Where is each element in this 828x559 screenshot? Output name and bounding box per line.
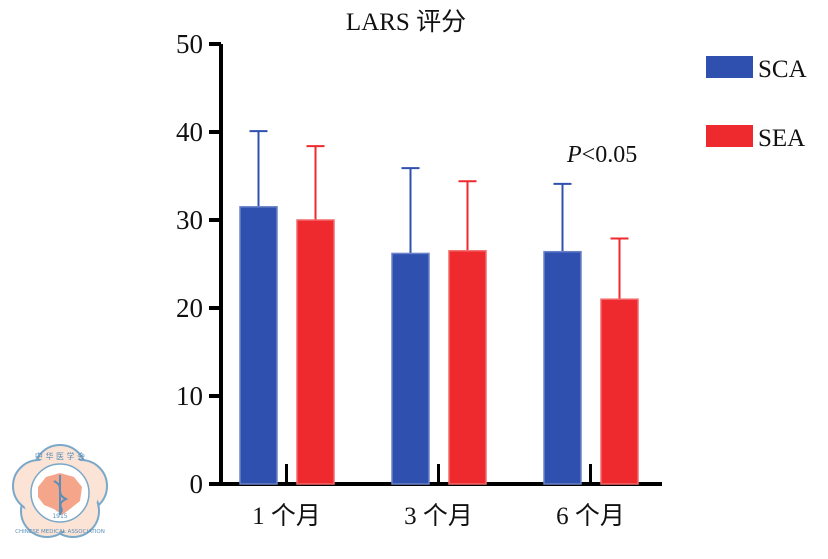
bar-sea xyxy=(296,219,335,485)
x-axis-ticks xyxy=(285,464,592,486)
y-tick-label: 50 xyxy=(176,29,203,59)
x-axis-labels: 1 个月 3 个月 6 个月 xyxy=(252,503,625,530)
y-tick-label: 40 xyxy=(176,117,203,147)
bar-series xyxy=(239,130,639,485)
y-tick-label: 30 xyxy=(176,205,203,235)
chart-title: LARS 评分 xyxy=(346,8,466,36)
logo-top-text: 中 华 医 学 会 xyxy=(35,451,85,461)
bar-sea xyxy=(448,250,487,485)
cma-logo: 中 华 医 学 会 1915 CHINESE MEDICAL ASSOCIATI… xyxy=(12,444,108,538)
logo-year: 1915 xyxy=(52,513,67,520)
bar-sca xyxy=(239,206,278,485)
logo-bottom-text: CHINESE MEDICAL ASSOCIATION xyxy=(15,529,105,535)
x-tick-label: 3 个月 xyxy=(404,503,473,530)
y-tick-label: 10 xyxy=(176,381,203,411)
bar-sea xyxy=(600,298,639,485)
bar-sca xyxy=(391,252,430,485)
x-tick-label: 6 个月 xyxy=(556,503,625,530)
legend: SCA SEA xyxy=(706,56,807,152)
annotation-p: P xyxy=(566,142,582,168)
y-tick-label: 0 xyxy=(190,469,204,499)
y-axis-ticks: 0 10 20 30 40 50 xyxy=(176,29,221,499)
y-tick-label: 20 xyxy=(176,293,203,323)
significance-annotation: P<0.05 xyxy=(566,142,637,168)
annotation-value: <0.05 xyxy=(582,142,638,168)
legend-label-sea: SEA xyxy=(758,125,805,152)
legend-swatch-sca xyxy=(706,56,753,78)
x-tick-label: 1 个月 xyxy=(252,503,321,530)
legend-swatch-sea xyxy=(706,125,753,147)
bar-sca xyxy=(543,250,582,485)
legend-label-sca: SCA xyxy=(758,56,807,83)
